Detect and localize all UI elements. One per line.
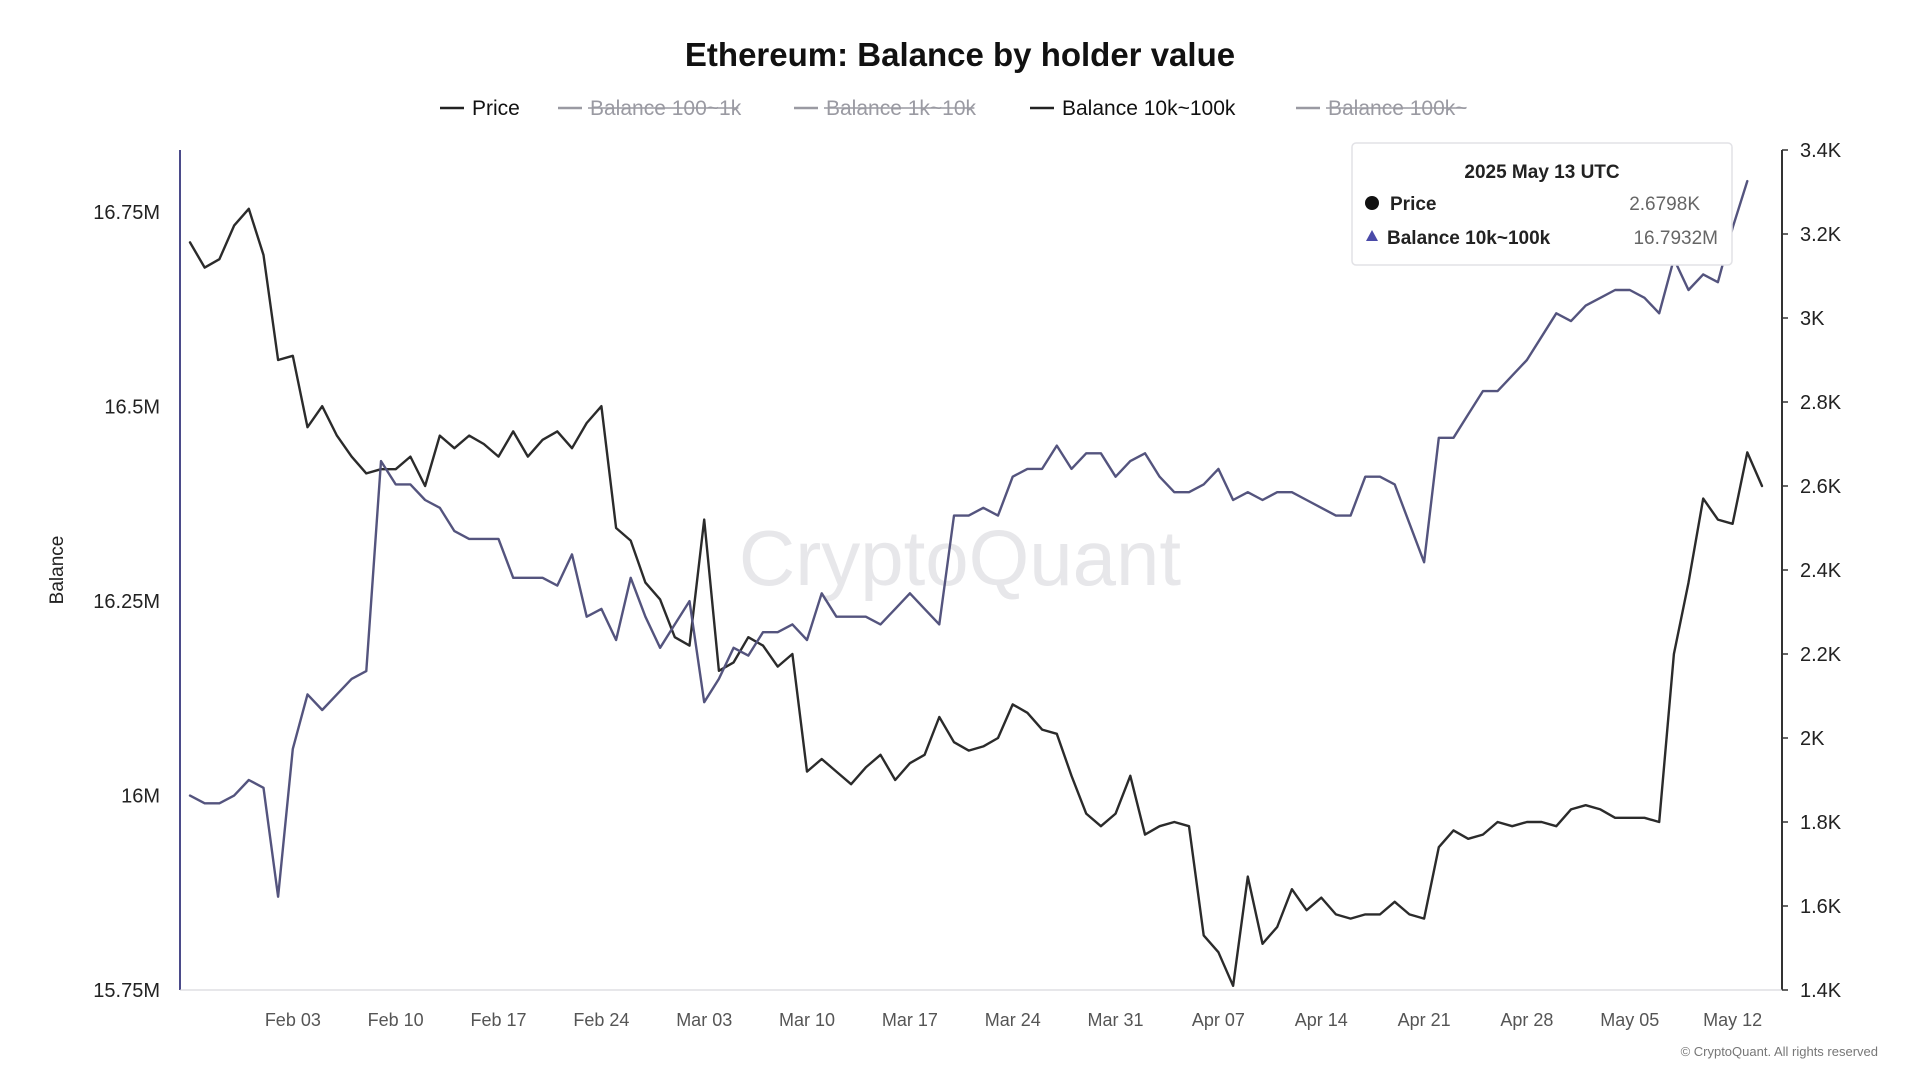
left-axis-ticks: 16.75M 16.5M 16.25M 16M 15.75M	[93, 202, 160, 1002]
left-tick-label: 16.25M	[93, 591, 160, 613]
right-tick-label: 2K	[1800, 728, 1825, 750]
x-axis-ticks: Feb 03 Feb 10 Feb 17 Feb 24 Mar 03 Mar 10 Mar …	[265, 1010, 1762, 1030]
left-tick-label: 16M	[121, 786, 160, 808]
right-tick-label: 1.6K	[1800, 896, 1842, 918]
copyright: © CryptoQuant. All rights reserved	[1681, 1044, 1878, 1059]
tooltip-price-marker-icon	[1365, 196, 1379, 210]
legend-label: Price	[472, 97, 520, 120]
x-tick-label: Feb 10	[368, 1010, 424, 1030]
series-line-balance-10k-100k	[188, 179, 1749, 898]
series-line-price	[188, 207, 1764, 987]
watermark: CryptoQuant	[739, 514, 1182, 602]
tooltip-balance-label: Balance 10k~100k	[1387, 228, 1551, 249]
right-tick-label: 3K	[1800, 308, 1825, 330]
y-axis-label: Balance	[47, 536, 68, 605]
x-tick-label: May 05	[1600, 1010, 1659, 1030]
x-tick-label: Mar 24	[985, 1010, 1041, 1030]
x-tick-label: Apr 07	[1192, 1010, 1245, 1030]
x-tick-label: Mar 10	[779, 1010, 835, 1030]
tooltip-price-value: 2.6798K	[1629, 194, 1700, 215]
legend-item[interactable]: Balance 100k~	[1296, 97, 1468, 120]
right-tick-label: 3.4K	[1800, 140, 1842, 162]
right-axis-ticks: 3.4K 3.2K 3K 2.8K 2.6K 2.4K 2.2K 2K 1.8K 1.6K 1.4K	[1782, 140, 1842, 1002]
legend-item[interactable]: Price	[440, 97, 520, 120]
right-tick-label: 2.2K	[1800, 644, 1842, 666]
tooltip: 2025 May 13 UTC Price 2.6798K Balance 10…	[1351, 142, 1733, 266]
tooltip-balance-marker-icon	[1366, 230, 1378, 241]
x-tick-label: Feb 24	[573, 1010, 629, 1030]
x-tick-label: Apr 14	[1295, 1010, 1348, 1030]
left-tick-label: 16.5M	[104, 397, 160, 419]
legend-item[interactable]: Balance 10k~100k	[1030, 97, 1236, 120]
left-tick-label: 16.75M	[93, 202, 160, 224]
x-tick-label: Mar 17	[882, 1010, 938, 1030]
x-tick-label: Feb 03	[265, 1010, 321, 1030]
x-tick-label: Mar 31	[1088, 1010, 1144, 1030]
tooltip-balance-value: 16.7932M	[1633, 228, 1718, 249]
legend: Price Balance 100~1k Balance 1k~10k Balance…	[440, 97, 1468, 120]
legend-label: Balance 10k~100k	[1062, 97, 1236, 120]
right-tick-label: 3.2K	[1800, 224, 1842, 246]
x-tick-label: May 12	[1703, 1010, 1762, 1030]
right-tick-label: 1.4K	[1800, 980, 1842, 1002]
series-layer	[188, 179, 1764, 987]
chart-title: Ethereum: Balance by holder value	[685, 36, 1235, 73]
tooltip-price-label: Price	[1390, 194, 1436, 215]
x-tick-label: Apr 28	[1500, 1010, 1553, 1030]
right-tick-label: 2.8K	[1800, 392, 1842, 414]
x-tick-label: Apr 21	[1398, 1010, 1451, 1030]
right-tick-label: 1.8K	[1800, 812, 1842, 834]
x-tick-label: Mar 03	[676, 1010, 732, 1030]
right-tick-label: 2.6K	[1800, 476, 1842, 498]
legend-item[interactable]: Balance 100~1k	[558, 97, 742, 120]
right-tick-label: 2.4K	[1800, 560, 1842, 582]
tooltip-box	[1351, 142, 1733, 266]
tooltip-date: 2025 May 13 UTC	[1464, 162, 1620, 183]
x-tick-label: Feb 17	[470, 1010, 526, 1030]
legend-item[interactable]: Balance 1k~10k	[794, 97, 977, 120]
left-tick-label: 15.75M	[93, 980, 160, 1002]
